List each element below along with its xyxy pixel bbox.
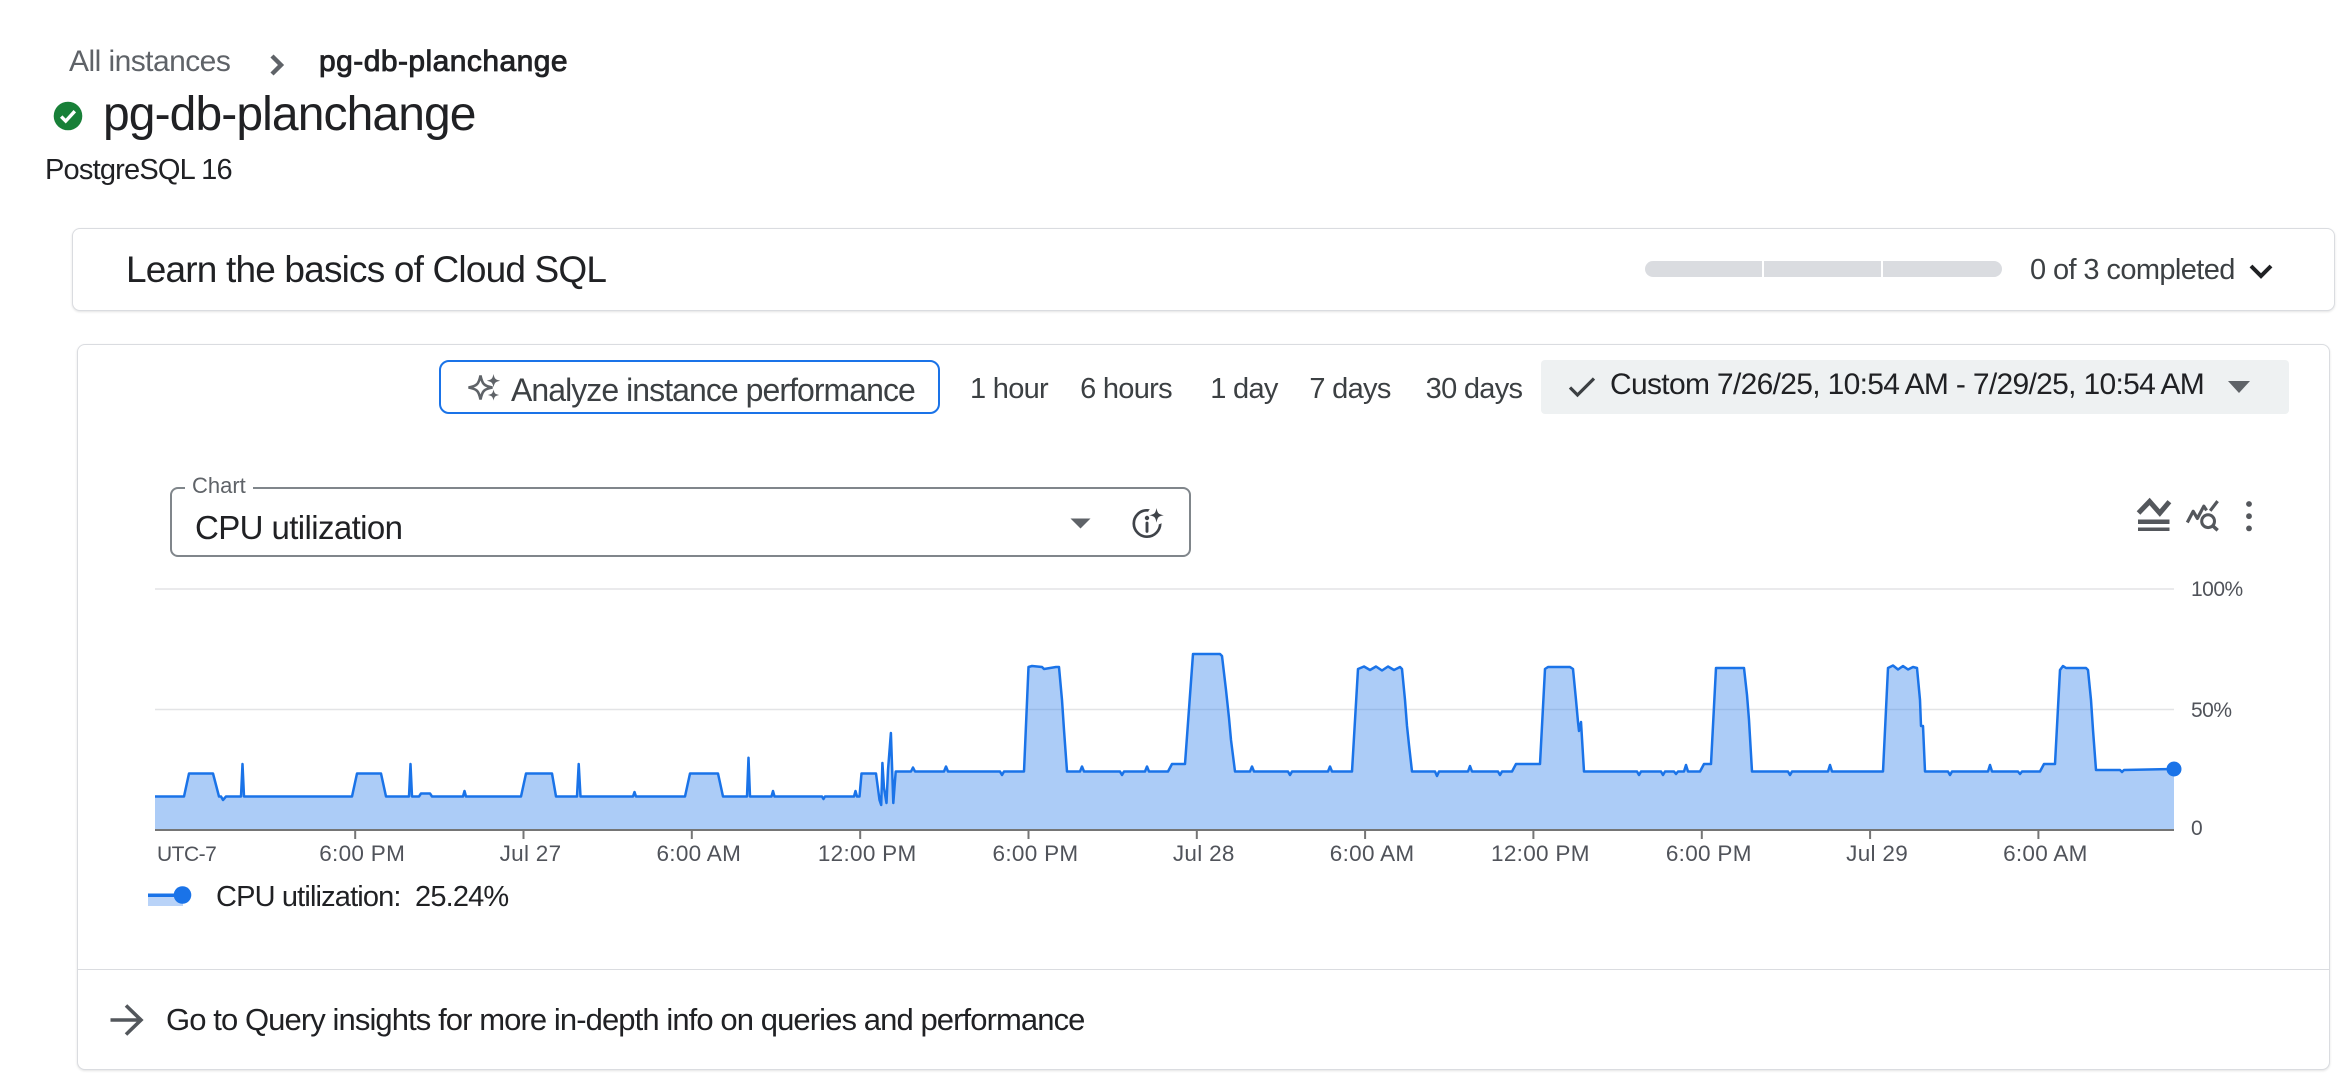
svg-text:6:00 AM: 6:00 AM: [656, 841, 741, 866]
svg-text:Jul 29: Jul 29: [1846, 841, 1908, 866]
svg-text:50%: 50%: [2191, 699, 2232, 722]
svg-text:0: 0: [2191, 817, 2202, 840]
svg-text:100%: 100%: [2191, 578, 2243, 601]
svg-text:Jul 27: Jul 27: [500, 841, 562, 866]
svg-text:12:00 PM: 12:00 PM: [1491, 841, 1590, 866]
svg-text:6:00 PM: 6:00 PM: [993, 841, 1079, 866]
svg-text:6:00 PM: 6:00 PM: [1666, 841, 1752, 866]
svg-text:12:00 PM: 12:00 PM: [818, 841, 917, 866]
svg-text:Jul 28: Jul 28: [1173, 841, 1235, 866]
svg-text:6:00 PM: 6:00 PM: [319, 841, 405, 866]
svg-text:UTC-7: UTC-7: [157, 843, 216, 866]
svg-text:6:00 AM: 6:00 AM: [1330, 841, 1415, 866]
svg-text:6:00 AM: 6:00 AM: [2003, 841, 2088, 866]
